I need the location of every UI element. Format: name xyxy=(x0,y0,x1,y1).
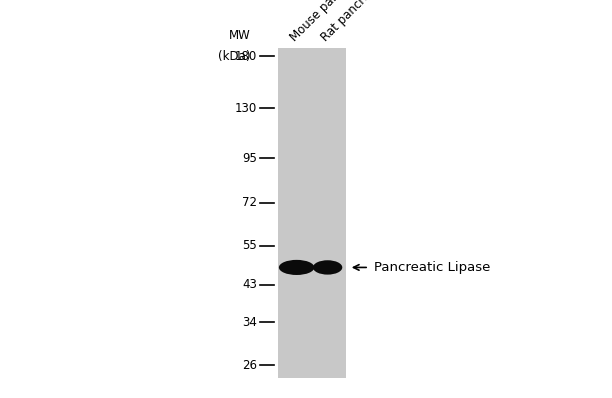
Text: (kDa): (kDa) xyxy=(218,50,251,63)
Text: 26: 26 xyxy=(242,359,257,372)
Text: 180: 180 xyxy=(235,50,257,63)
Text: 130: 130 xyxy=(235,102,257,115)
Ellipse shape xyxy=(313,260,342,275)
Text: MW: MW xyxy=(229,29,251,42)
Ellipse shape xyxy=(279,260,315,275)
Text: Mouse pancreas: Mouse pancreas xyxy=(288,0,364,44)
Text: 72: 72 xyxy=(242,196,257,209)
Text: Pancreatic Lipase: Pancreatic Lipase xyxy=(374,261,490,274)
Text: 55: 55 xyxy=(242,239,257,252)
Text: Rat pancreas: Rat pancreas xyxy=(318,0,382,44)
Text: 43: 43 xyxy=(242,279,257,291)
Text: 95: 95 xyxy=(242,152,257,165)
Bar xyxy=(278,48,346,378)
Text: 34: 34 xyxy=(242,316,257,329)
